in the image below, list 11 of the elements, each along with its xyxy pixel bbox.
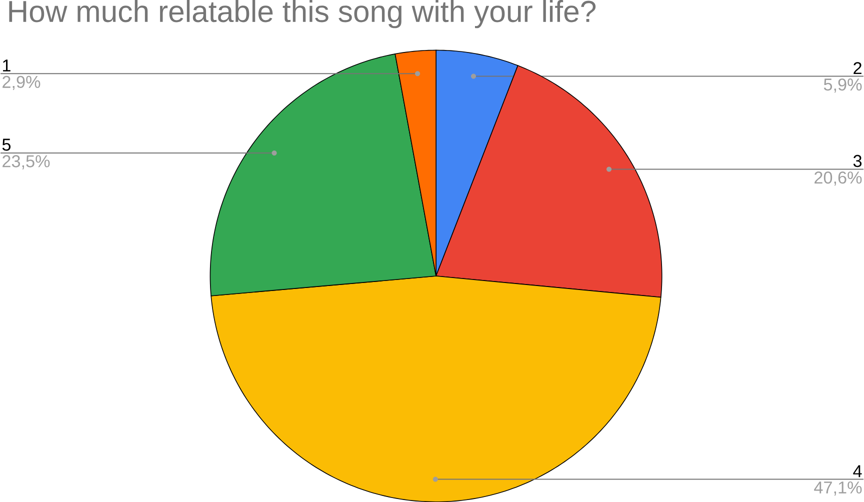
slice-label: 4 [853, 465, 862, 477]
slice-label: 3 [853, 154, 862, 167]
slice-label: 2 [854, 62, 862, 74]
data-label: 23,5% [2, 155, 50, 170]
data-label: 2,9% [2, 76, 40, 90]
slice-label: 1 [3, 59, 10, 72]
chart-title: How much relatable this song with your life? [9, 0, 596, 28]
slice-label: 5 [2, 138, 11, 151]
data-label: 5,9% [824, 78, 862, 93]
data-label: 47,1% [814, 481, 862, 496]
data-label: 20,6% [814, 171, 862, 186]
